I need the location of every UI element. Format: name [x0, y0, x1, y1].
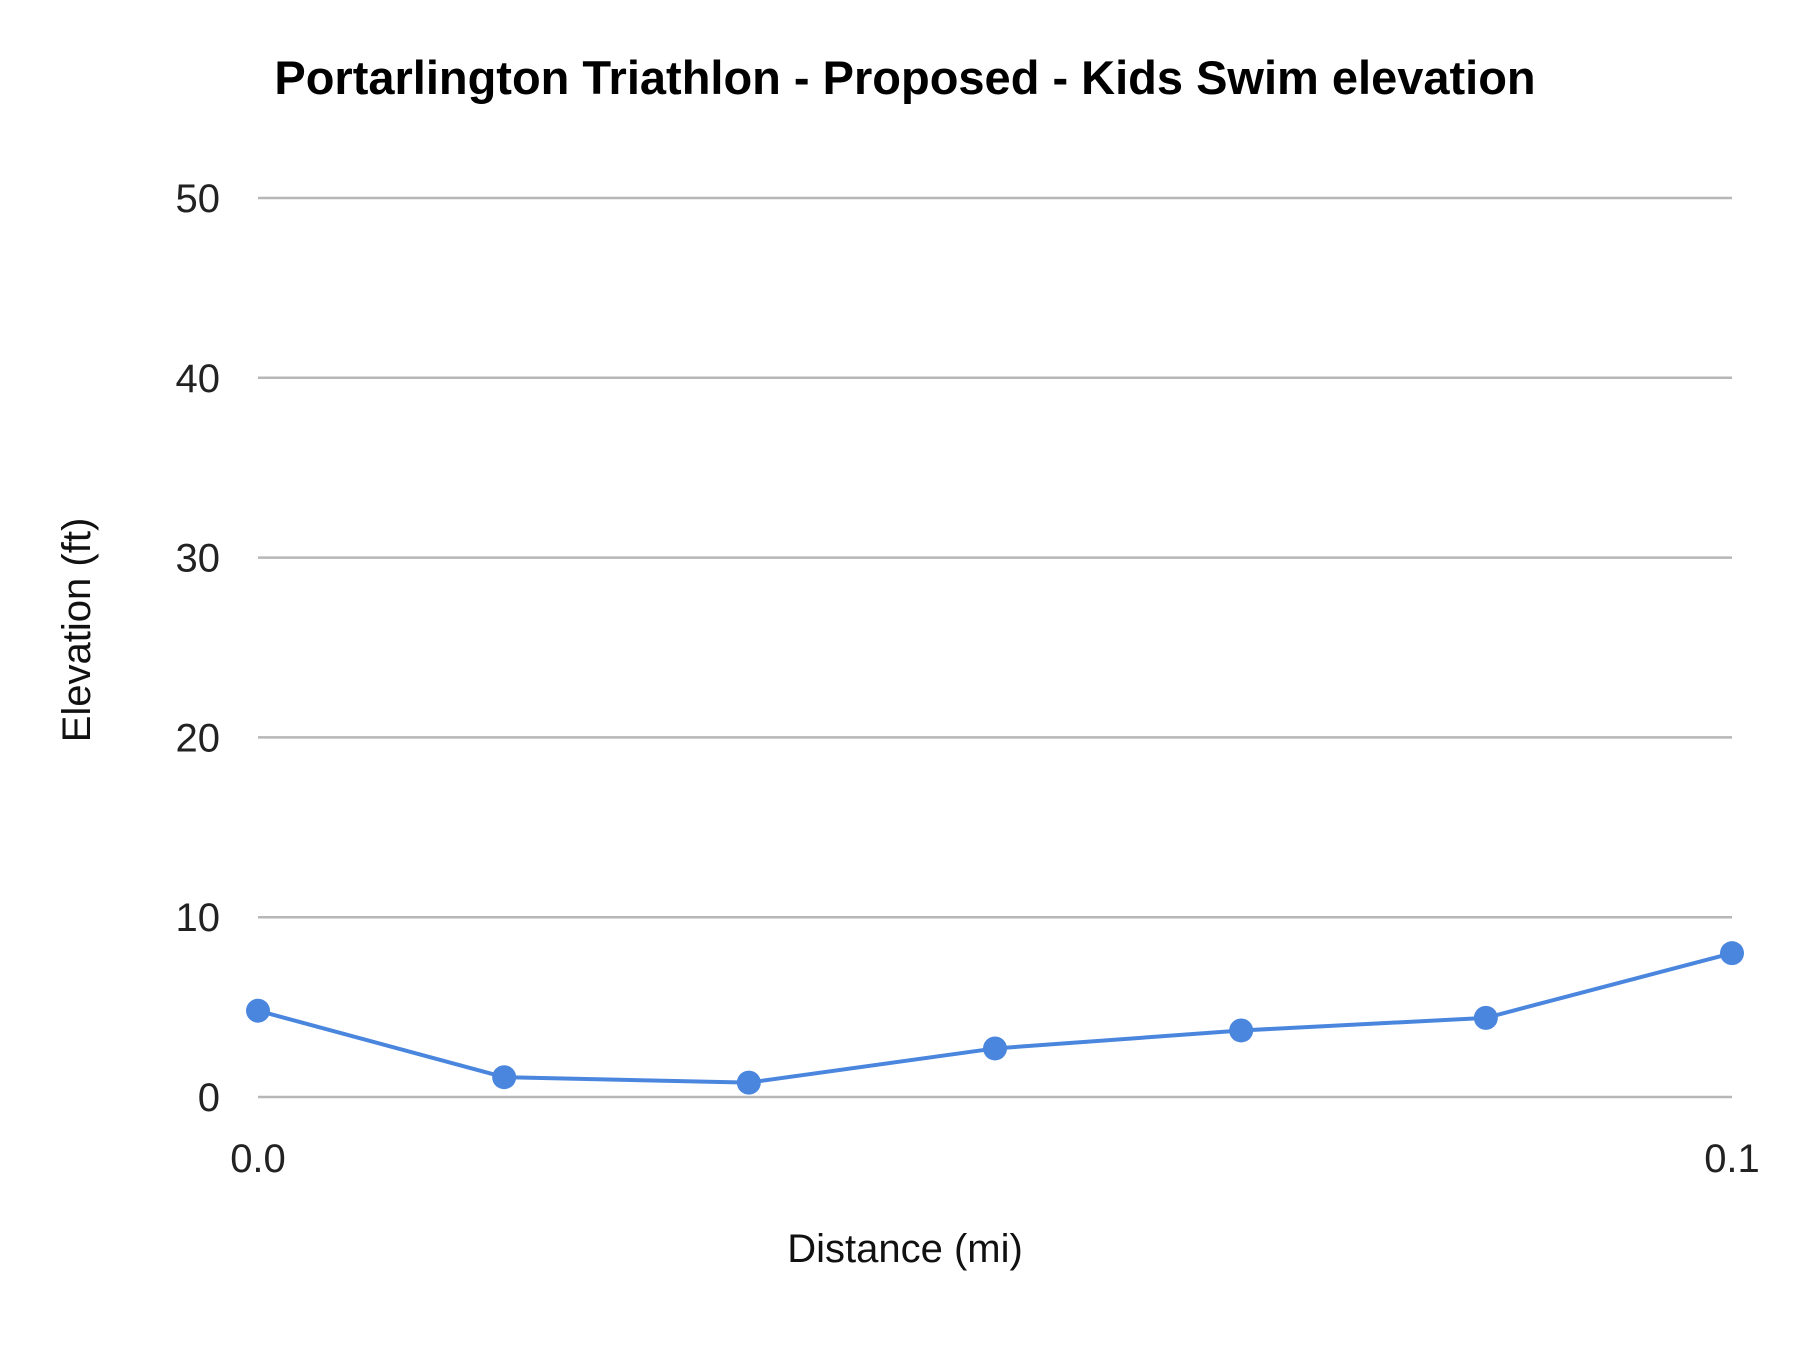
x-tick-label: 0.1 — [1704, 1137, 1760, 1181]
y-tick-label: 10 — [176, 896, 221, 940]
data-point — [246, 998, 270, 1023]
data-point — [983, 1036, 1007, 1061]
data-point — [492, 1065, 517, 1090]
y-axis-title: Elevation (ft) — [55, 518, 99, 743]
data-point — [1473, 1005, 1498, 1030]
series-line — [256, 951, 1734, 1085]
data-point — [1720, 941, 1744, 966]
y-axis-ticks: 0 10 20 30 40 50 — [176, 177, 221, 1120]
data-point — [1229, 1018, 1254, 1043]
x-tick-label: 0.0 — [230, 1137, 286, 1181]
chart-title: Portarlington Triathlon - Proposed - Kid… — [274, 51, 1535, 104]
series-layer — [246, 941, 1744, 1095]
x-axis-ticks: 0.0 0.1 — [230, 1137, 1760, 1181]
gridlines — [258, 196, 1732, 1099]
y-tick-label: 20 — [176, 716, 221, 760]
y-tick-label: 0 — [198, 1076, 220, 1120]
y-tick-label: 50 — [176, 177, 221, 221]
y-tick-label: 30 — [176, 537, 221, 581]
x-axis-title: Distance (mi) — [787, 1227, 1023, 1271]
data-point — [736, 1070, 761, 1095]
y-tick-label: 40 — [176, 357, 221, 401]
